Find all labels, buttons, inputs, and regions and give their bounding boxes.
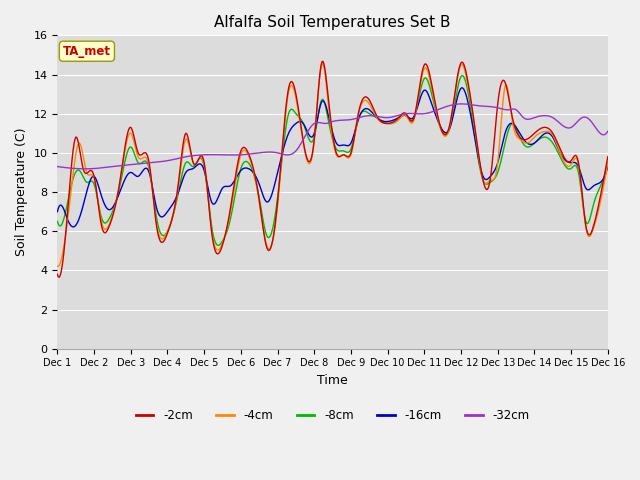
Text: TA_met: TA_met — [63, 45, 111, 58]
Title: Alfalfa Soil Temperatures Set B: Alfalfa Soil Temperatures Set B — [214, 15, 451, 30]
Legend: -2cm, -4cm, -8cm, -16cm, -32cm: -2cm, -4cm, -8cm, -16cm, -32cm — [131, 405, 534, 427]
X-axis label: Time: Time — [317, 374, 348, 387]
Y-axis label: Soil Temperature (C): Soil Temperature (C) — [15, 128, 28, 256]
